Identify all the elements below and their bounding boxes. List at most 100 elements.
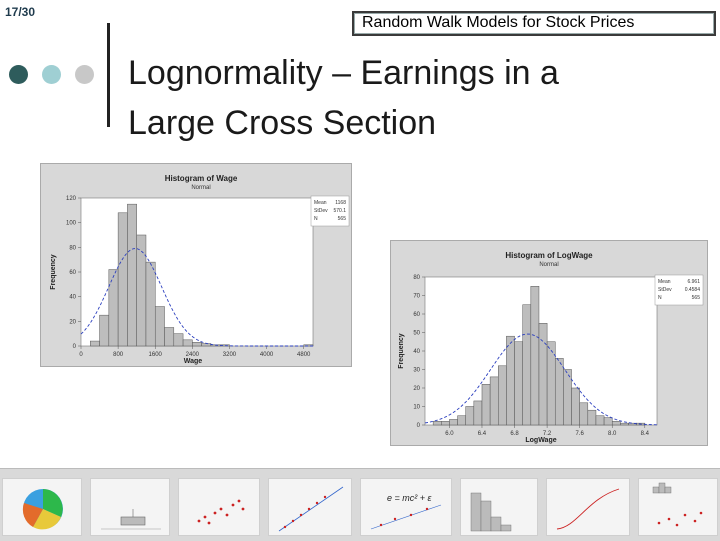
- histogram-bar: [579, 402, 589, 426]
- histogram-bar: [127, 203, 137, 347]
- histogram-thumbnail-icon: [470, 492, 512, 532]
- scatter-thumbnail-icon: [197, 499, 245, 525]
- title-divider: [107, 23, 110, 127]
- legend-mean-label: Mean: [658, 279, 671, 285]
- y-axis-label: Frequency: [50, 254, 57, 290]
- histogram-bar: [457, 415, 466, 426]
- legend-n-label: N: [314, 216, 318, 222]
- normal-fit-curve: [424, 333, 658, 426]
- x-tick-label: 8.0: [608, 431, 617, 437]
- histogram-bar: [108, 269, 119, 347]
- y-tick-label: 20: [69, 319, 76, 325]
- histogram-bar: [192, 342, 202, 347]
- y-tick-label: 40: [69, 295, 76, 301]
- histogram-bar: [201, 343, 212, 347]
- chart-subtitle: Normal: [191, 185, 210, 191]
- histogram-bar: [530, 286, 540, 426]
- histogram-bar: [465, 406, 475, 426]
- probability-plot-thumbnail-icon: [278, 486, 344, 532]
- histogram-bar: [563, 369, 572, 426]
- thumbnail-cdf-curve: [546, 478, 630, 536]
- legend-stdev-label: StDev: [658, 287, 672, 293]
- histogram-bar: [117, 212, 128, 347]
- chart-subtitle: Normal: [539, 262, 558, 268]
- topic-header-box: [352, 11, 716, 36]
- x-axis-label: LogWage: [525, 437, 556, 444]
- y-tick-label: 40: [413, 349, 420, 355]
- x-tick-label: 3200: [223, 352, 237, 358]
- histogram-bar: [603, 417, 613, 426]
- legend-n-label: N: [658, 295, 662, 301]
- x-tick-label: 7.2: [543, 431, 552, 437]
- histogram-bar: [514, 341, 523, 426]
- x-tick-label: 0: [79, 352, 83, 358]
- y-tick-label: 100: [66, 221, 77, 227]
- histogram-bar: [587, 409, 597, 426]
- y-tick-label: 80: [413, 275, 420, 281]
- y-tick-label: 60: [413, 312, 420, 318]
- histogram-bar: [481, 384, 491, 426]
- scatter-thumbnail-icon: [652, 482, 703, 527]
- histogram-bar: [99, 314, 110, 347]
- y-tick-label: 80: [69, 245, 76, 251]
- y-tick-label: 50: [413, 331, 420, 337]
- logwage-histogram-panel: Histogram of LogWage Normal Mean 6.961 S…: [390, 240, 708, 446]
- wage-histogram-panel: Histogram of Wage Normal Mean 1168 StDev…: [40, 163, 352, 367]
- histogram-bar: [182, 339, 193, 347]
- x-axis-label: Wage: [184, 358, 203, 365]
- pie-thumbnail-icon: [22, 489, 63, 530]
- decorative-dot-dark: [9, 65, 28, 84]
- chart-title: Histogram of LogWage: [505, 251, 593, 260]
- x-tick-label: 1600: [149, 352, 163, 358]
- histogram-bar: [506, 335, 515, 426]
- y-tick-label: 60: [69, 270, 76, 276]
- x-tick-label: 800: [113, 352, 124, 358]
- histogram-bar: [538, 323, 548, 426]
- legend-stdev-value: 0.4584: [685, 287, 701, 293]
- histogram-bar: [522, 304, 532, 426]
- y-tick-label: 120: [66, 196, 77, 202]
- histogram-bar: [441, 421, 450, 426]
- x-tick-label: 6.0: [445, 431, 454, 437]
- y-tick-label: 20: [413, 386, 420, 392]
- histogram-bar: [571, 387, 580, 426]
- x-tick-label: 4000: [260, 352, 274, 358]
- slide-title-line-2: Large Cross Section: [128, 104, 437, 142]
- histogram-bar: [498, 365, 507, 426]
- x-tick-label: 2400: [186, 352, 200, 358]
- legend-n-value: 565: [338, 216, 347, 222]
- histogram-bar: [432, 421, 442, 426]
- thumbnail-pie-chart: [2, 478, 82, 536]
- decorative-dot-light: [42, 65, 61, 84]
- thumbnail-scatter-2: [638, 478, 718, 536]
- thumbnail-boxplot: [90, 478, 170, 536]
- normal-fit-curve: [80, 248, 313, 347]
- y-tick-label: 0: [417, 423, 421, 429]
- histogram-bar: [90, 340, 100, 347]
- histogram-bar: [473, 400, 483, 426]
- legend-stdev-label: StDev: [314, 208, 328, 214]
- cdf-thumbnail-icon: [556, 488, 620, 530]
- x-tick-label: 8.4: [641, 431, 650, 437]
- decorative-dot-gray: [75, 65, 94, 84]
- histogram-bar: [164, 327, 175, 347]
- histogram-bar: [620, 422, 629, 426]
- boxplot-thumbnail-icon: [101, 509, 161, 530]
- histogram-bar: [303, 344, 314, 347]
- logwage-histogram-chart: Histogram of LogWage Normal Mean 6.961 S…: [398, 251, 704, 444]
- thumbnail-probability-plot: [268, 478, 352, 536]
- histogram-bar: [145, 261, 156, 347]
- x-tick-label: 6.4: [478, 431, 487, 437]
- svg-text:e = mc² + ε: e = mc² + ε: [387, 493, 433, 503]
- histogram-bar: [173, 333, 184, 347]
- chart-legend: Mean 1168 StDev 570.1 N 565: [310, 195, 350, 227]
- legend-mean-value: 1168: [335, 200, 346, 206]
- chart-title: Histogram of Wage: [165, 174, 238, 183]
- x-tick-label: 7.6: [575, 431, 584, 437]
- wage-histogram-chart: Histogram of Wage Normal Mean 1168 StDev…: [50, 174, 350, 365]
- thumbnail-histogram: [460, 478, 538, 536]
- histogram-bar: [595, 415, 605, 426]
- histogram-bar: [489, 376, 499, 426]
- topic-header-text: Random Walk Models for Stock Prices: [362, 14, 635, 31]
- slide-title-line-1: Lognormality – Earnings in a: [128, 54, 559, 92]
